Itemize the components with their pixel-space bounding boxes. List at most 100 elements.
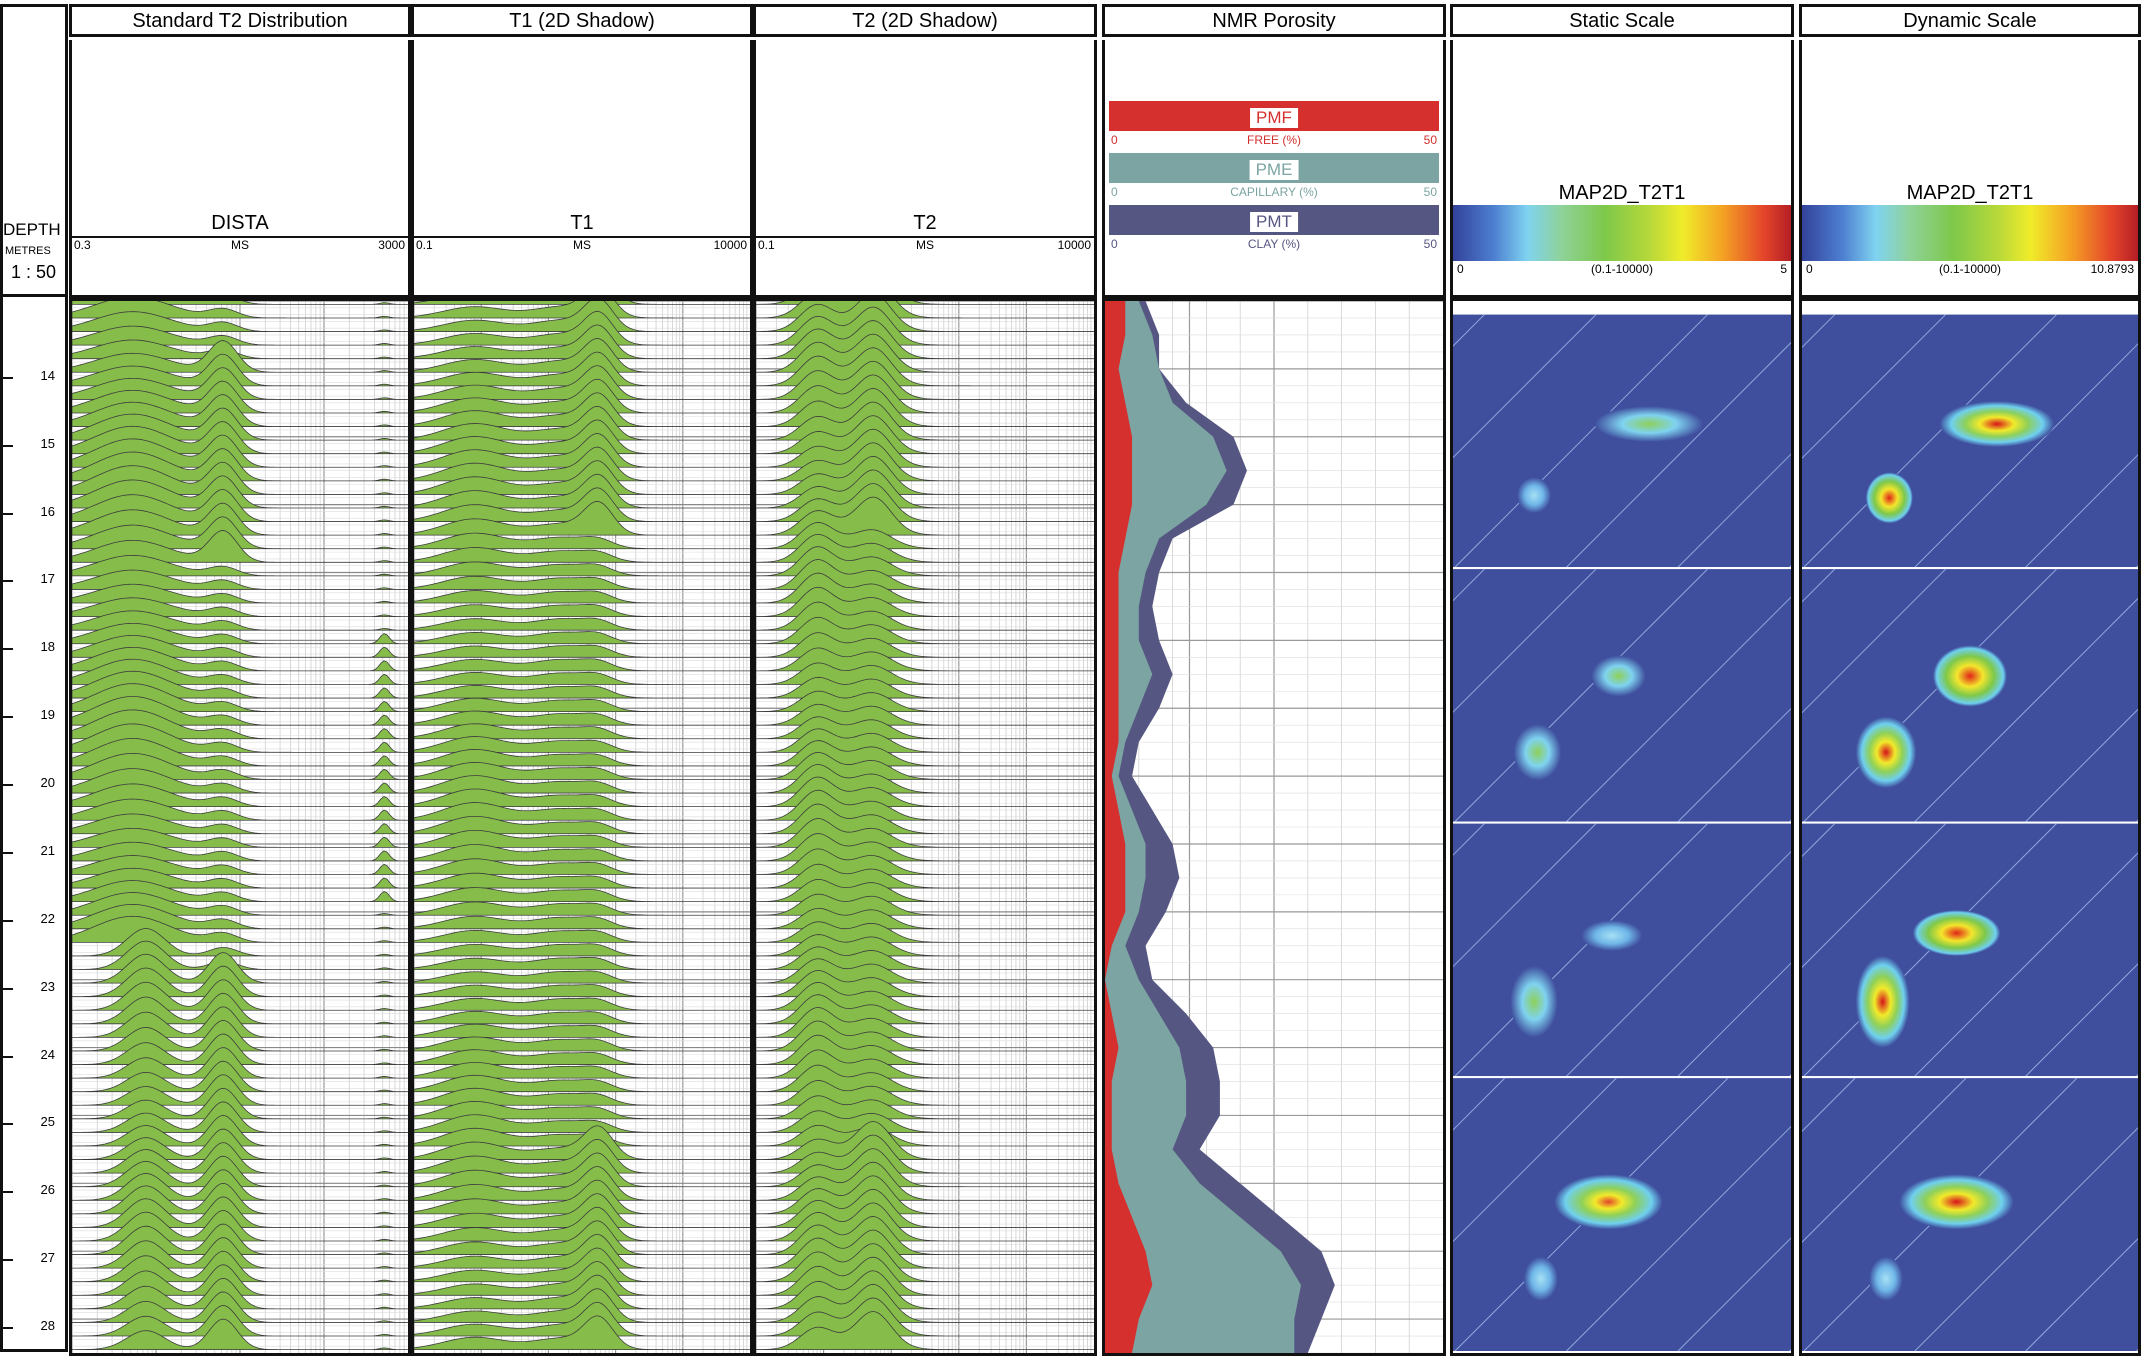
waveform [756,1080,1094,1106]
waveform [756,1311,1094,1351]
waveform [756,1134,1094,1174]
dynamic-map-plot [1799,298,2141,1356]
waveform [414,1125,750,1160]
waveform [414,1220,750,1255]
waveform [72,841,408,862]
waveform [756,970,1094,998]
waveform [414,575,750,590]
waveform [756,1188,1094,1228]
depth-tick-list: 14 15 16 17 18 19 20 21 22 23 24 25 26 27 28 [3,7,65,1349]
waveform [414,1166,750,1201]
map-panel [1453,823,1791,1079]
t1t2-ratio-line [1675,707,1791,824]
map-panel [1802,568,2138,824]
track-nmr-porosity: NMR Porosity PMF FREE (%) 0 50 PME CAPIL… [1102,4,1446,1356]
legend-pmf-bar: PMF [1109,101,1439,131]
track-title: Dynamic Scale [1799,4,2141,37]
map-panel [1802,823,2138,1079]
depth-tick-label: 27 [40,1250,55,1266]
waveform [414,872,750,889]
t1t2-ratio-line [1453,314,1708,570]
waveform [756,559,1094,590]
waveform [756,751,1094,780]
waveform [756,934,1094,957]
porosity-legend: PMF FREE (%) 0 50 PME CAPILLARY (%) 0 50… [1102,40,1446,298]
map-peak [1594,406,1704,442]
waveform [756,1270,1094,1310]
waveform [72,569,408,590]
waveform [72,813,408,835]
waveform [72,1305,408,1337]
t1t2-ratio-line [2023,963,2138,1079]
waveform [414,1179,750,1215]
waveform [414,1101,750,1120]
waveform [756,703,1094,726]
map-peak [1591,655,1646,697]
waveform [756,442,1094,482]
waveform [414,749,750,767]
waveform [414,561,750,577]
t1t2-ratio-line [1675,962,1791,1079]
depth-tick-mark [3,1327,13,1330]
depth-label: DEPTH [3,220,61,239]
depth-tick-mark [3,1259,13,1262]
waveform [72,1318,408,1351]
waveform [756,647,1094,672]
waveform [414,1074,750,1093]
waveform [414,604,750,617]
waveform [756,586,1094,617]
waveform [756,848,1094,875]
waveform [72,1291,408,1323]
legend-pmt-unit: CLAY (%) [1247,237,1301,251]
legend-pmt-max: 50 [1423,237,1437,251]
waveform [72,783,408,808]
scale-max: 3000 [378,238,405,252]
track-title: Standard T2 Distribution [69,4,411,37]
t1t2-ratio-line [2023,454,2138,570]
depth-tick-mark [3,716,13,719]
waveform [72,622,408,645]
waveform [414,710,750,726]
waveform [414,1049,750,1065]
t1t2-ratio-line [1802,1077,1967,1243]
waveform [756,1297,1094,1337]
waveform [756,496,1094,536]
map-peak [1933,645,2007,707]
depth-tick-label: 23 [40,978,55,994]
colorbar-header: MAP2D_T2T1 0 (0.1-10000) 10.8793 [1799,40,2141,298]
t1t2-ratio-line [1453,1077,1617,1243]
waveform [72,1277,408,1310]
waveform [72,502,408,536]
waveform [72,380,408,414]
waveform [414,1087,750,1106]
legend-pmf-max: 50 [1423,133,1437,147]
depth-tick-label: 26 [40,1182,55,1198]
track-header: DISTA 0.3 MS 3000 [69,40,411,298]
waveform [756,1007,1094,1038]
t1t2-ratio-line [1802,1077,1856,1132]
waveform [756,333,1094,373]
scale-max: 10000 [713,238,747,252]
waveform [72,597,408,617]
waveform [414,301,750,332]
legend-pme-min: 0 [1111,185,1118,199]
waveform [414,685,750,699]
waveform [414,405,750,441]
waveform [414,762,750,780]
map-panel [1453,568,1791,824]
map-peak [1855,955,1910,1048]
waveform [756,863,1094,889]
waveform [72,353,408,387]
waveform [414,1023,750,1038]
map-panel [1453,314,1791,570]
waveform [72,855,408,875]
t1t2-ratio-line [1912,597,2138,824]
track-t1-shadow: T1 (2D Shadow) T1 0.1 MS 10000 [411,4,753,1356]
legend-pmt-min: 0 [1111,237,1118,251]
waveform [414,351,750,387]
t1t2-ratio-line [1912,1127,2138,1353]
t1t2-ratio-line [2023,708,2138,824]
map-peak [1517,477,1552,514]
waveform [756,1256,1094,1296]
t1t2-ratio-line [1675,1237,1791,1353]
